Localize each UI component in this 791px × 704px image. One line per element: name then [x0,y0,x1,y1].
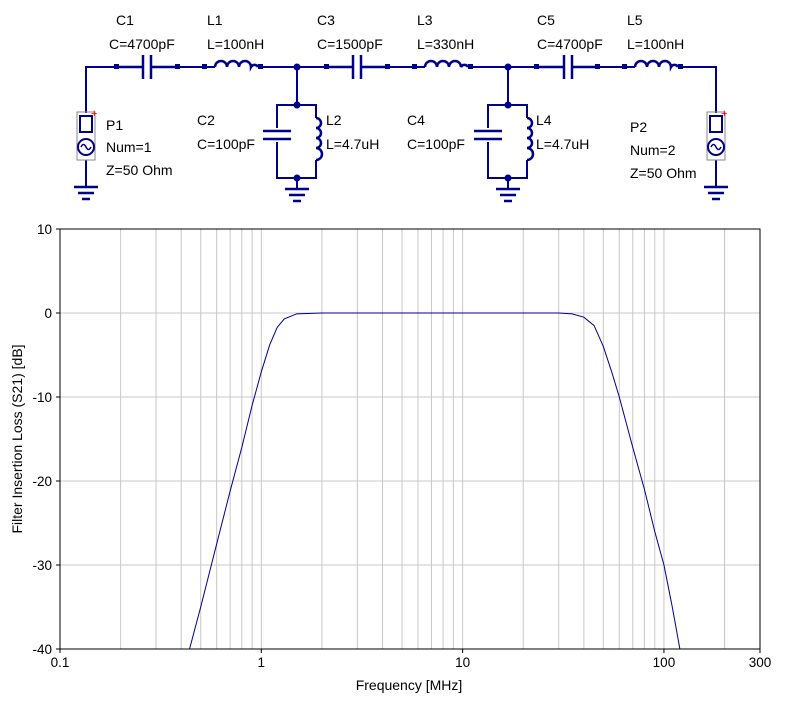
chart-series-layer [189,312,681,650]
x-tick-label: 0.1 [51,655,70,670]
y-tick-label: 0 [44,306,52,321]
l3-name: L3 [417,12,433,28]
c2-value: C=100pF [197,136,255,152]
l1-value: L=100nH [207,36,264,52]
inductor-l2-symbol [315,116,324,162]
capacitor-c5-symbol [539,55,595,79]
ground-symbol-shunt-2 [496,187,520,203]
p1-num: Num=1 [106,139,152,155]
junction-dots [114,63,683,182]
filter-schematic: + + C1 C=4700pF L1 L=100nH C3 C=1500pF L… [74,12,728,203]
x-tick-label: 100 [653,655,676,670]
svg-text:+: + [721,108,727,120]
capacitor-c2-symbol [263,129,291,141]
inductor-l4-symbol [526,116,535,162]
svg-text:+: + [91,108,97,120]
l1-name: L1 [207,12,223,28]
capacitor-c3-symbol [329,55,385,79]
x-tick-label: 1 [258,655,266,670]
x-tick-label: 300 [749,655,772,670]
plot-frame [59,228,761,650]
p2-impedance: Z=50 Ohm [630,165,697,181]
y-tick-labels: 10 0 -10 -20 -30 -40 [32,222,60,657]
x-axis-label: Frequency [MHz] [356,677,463,693]
l5-value: L=100nH [627,36,684,52]
p2-name: P2 [630,119,647,135]
c4-name: C4 [407,112,425,128]
inductor-l5-symbol [633,59,680,72]
port-p1-symbol: + [76,108,97,161]
y-tick-label: -10 [32,390,52,405]
l2-value: L=4.7uH [326,136,379,152]
chart-grid [60,229,760,649]
p2-num: Num=2 [630,142,676,158]
l3-value: L=330nH [417,36,474,52]
y-tick-label: -40 [32,642,52,657]
y-tick-label: 10 [37,222,52,237]
p1-name: P1 [106,117,123,133]
l4-value: L=4.7uH [536,136,589,152]
inductor-l3-symbol [423,59,470,72]
ground-symbol-p2 [704,185,728,201]
c5-name: C5 [537,12,555,28]
l5-name: L5 [627,12,643,28]
p1-impedance: Z=50 Ohm [106,162,173,178]
c5-value: C=4700pF [537,36,603,52]
c1-name: C1 [116,12,134,28]
port-p2-symbol: + [706,108,727,161]
c4-value: C=100pF [407,136,465,152]
capacitor-c1-symbol [119,55,175,79]
l4-name: L4 [536,112,552,128]
c1-value: C=4700pF [109,36,175,52]
y-tick-label: -20 [32,474,52,489]
y-tick-label: -30 [32,558,52,573]
inductor-l1-symbol [213,59,260,72]
ground-symbol-shunt-1 [285,187,309,203]
x-tick-labels: 0.1 1 10 100 300 [51,649,772,670]
c3-value: C=1500pF [317,36,383,52]
s21-series-line [189,312,681,650]
c2-name: C2 [197,112,215,128]
y-axis-label: Filter Insertion Loss (S21) [dB] [9,344,25,533]
x-tick-label: 10 [455,655,470,670]
c3-name: C3 [317,12,335,28]
l2-name: L2 [326,112,342,128]
ground-symbol-p1 [74,185,98,201]
capacitor-c4-symbol [474,129,502,141]
